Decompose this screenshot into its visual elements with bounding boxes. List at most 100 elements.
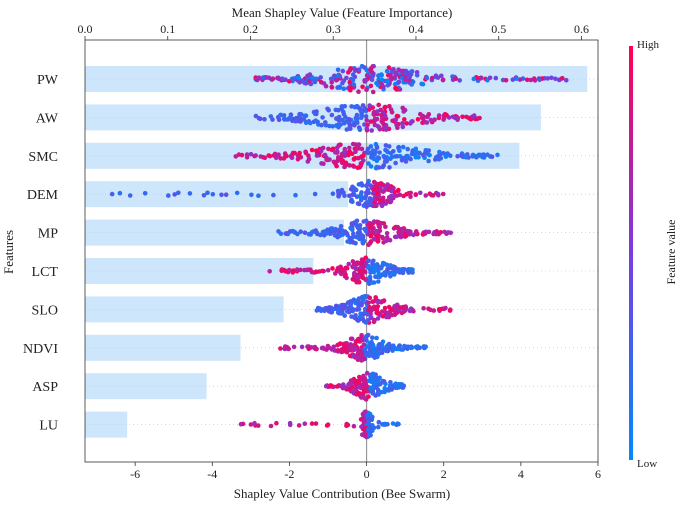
swarm-point (371, 258, 376, 264)
swarm-point (335, 73, 341, 78)
swarm-point (510, 77, 516, 82)
swarm-point (369, 128, 375, 133)
swarm-point (367, 295, 373, 301)
swarm-point (360, 297, 366, 303)
swarm-point (399, 158, 405, 163)
swarm-point (553, 76, 558, 82)
swarm-point (352, 315, 358, 321)
swarm-point (470, 152, 476, 158)
swarm-point (531, 76, 537, 81)
swarm-point (524, 77, 530, 83)
swarm-point (340, 232, 346, 237)
swarm-point (386, 341, 392, 347)
swarm-point (248, 422, 254, 427)
swarm-point (267, 269, 273, 274)
swarm-point (369, 229, 375, 234)
swarm-point (489, 154, 495, 160)
swarm-point (394, 122, 399, 128)
swarm-point (322, 229, 327, 234)
swarm-point (376, 279, 381, 284)
swarm-point (413, 229, 419, 235)
swarm-point (400, 124, 406, 130)
swarm-point (429, 75, 435, 81)
swarm-point (356, 146, 361, 151)
swarm-point (341, 78, 347, 83)
swarm-point (380, 199, 386, 205)
swarm-point (446, 230, 451, 235)
swarm-point (354, 279, 360, 285)
swarm-point (338, 122, 343, 127)
colorbar-low-label: Low (637, 458, 657, 470)
swarm-point (258, 154, 264, 159)
swarm-point (379, 350, 385, 356)
swarm-point (109, 191, 115, 197)
swarm-point (338, 348, 344, 354)
swarm-point (276, 117, 282, 123)
swarm-point (382, 270, 387, 275)
top-tick-label: 0.4 (408, 22, 423, 36)
swarm-point (349, 151, 355, 157)
swarm-point (356, 296, 362, 301)
swarm-point (434, 229, 440, 234)
swarm-point (350, 199, 355, 205)
swarm-point (298, 229, 304, 234)
swarm-point (325, 267, 331, 273)
swarm-point (393, 85, 398, 91)
swarm-point (307, 72, 313, 77)
swarm-point (334, 123, 340, 128)
swarm-point (329, 226, 335, 231)
swarm-point (364, 87, 369, 92)
swarm-point (382, 105, 388, 110)
swarm-point (334, 78, 339, 83)
swarm-point (375, 380, 381, 385)
swarm-point (302, 421, 308, 427)
swarm-point (322, 152, 328, 158)
swarm-point (358, 417, 364, 422)
swarm-point (370, 335, 375, 341)
swarm-point (355, 355, 361, 361)
swarm-point (281, 156, 287, 161)
swarm-point (359, 395, 364, 400)
swarm-point (396, 67, 401, 72)
swarm-point (356, 260, 362, 266)
swarm-point (328, 383, 334, 388)
swarm-point (336, 142, 342, 148)
swarm-point (345, 239, 350, 244)
swarm-point (309, 147, 315, 153)
swarm-point (358, 233, 364, 239)
swarm-point (395, 346, 401, 352)
swarm-point (310, 75, 315, 80)
swarm-point (276, 229, 281, 234)
swarm-point (306, 346, 312, 352)
swarm-point (393, 160, 398, 166)
swarm-point (373, 268, 379, 273)
swarm-point (375, 156, 381, 161)
swarm-point (347, 125, 353, 131)
swarm-point (320, 115, 325, 120)
swarm-point (364, 190, 369, 195)
swarm-point (442, 229, 447, 235)
colorbar-title: Feature value (664, 220, 678, 285)
swarm-point (389, 154, 395, 160)
swarm-point (564, 77, 569, 83)
swarm-point (287, 422, 293, 428)
swarm-row-asp (323, 370, 407, 402)
bottom-tick-label: 0 (364, 467, 370, 481)
swarm-point (369, 155, 374, 160)
swarm-point (346, 70, 351, 75)
swarm-point (392, 272, 397, 277)
swarm-point (335, 310, 341, 315)
swarm-point (319, 345, 325, 351)
swarm-point (314, 269, 319, 275)
swarm-point (448, 307, 453, 313)
swarm-point (309, 421, 315, 426)
swarm-point (270, 76, 276, 81)
feature-label-slo: SLO (32, 303, 58, 318)
swarm-point (391, 185, 396, 191)
swarm-point (285, 345, 290, 350)
swarm-row-ndvi (278, 332, 429, 363)
swarm-point (428, 117, 434, 123)
swarm-point (359, 190, 364, 195)
swarm-point (240, 421, 246, 427)
swarm-point (374, 335, 379, 341)
